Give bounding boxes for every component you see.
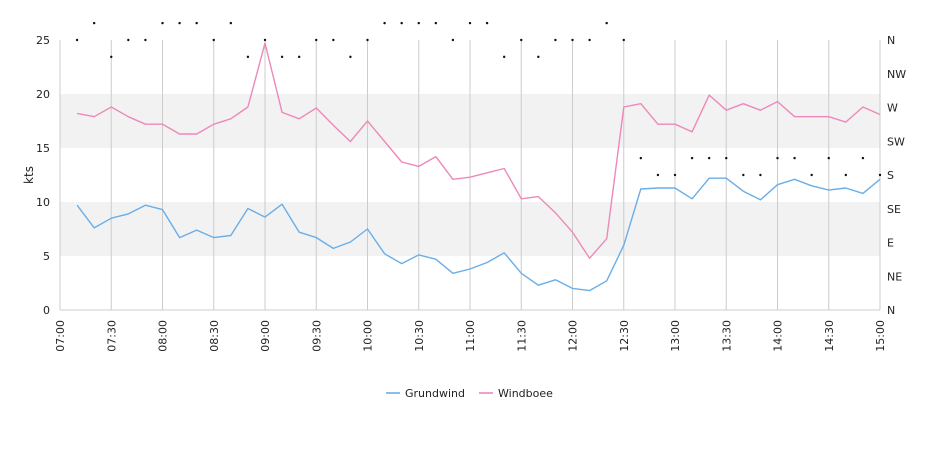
direction-point xyxy=(178,21,181,25)
direction-tick-label: SE xyxy=(887,203,901,216)
direction-point xyxy=(263,38,267,42)
series-lines xyxy=(76,42,881,292)
direction-point xyxy=(332,38,335,42)
x-axis-ticks: 07:00 07:30 08:00 08:30 09:00 09:30 10:00 10:30… xyxy=(54,320,887,352)
y-axis-ticks: 0 5 10 15 20 25 xyxy=(36,34,50,317)
x-tick-label: 08:30 xyxy=(208,320,221,352)
direction-point xyxy=(229,21,233,25)
direction-point xyxy=(844,173,848,177)
x-tick-label: 13:00 xyxy=(669,320,682,352)
series-line-windboee xyxy=(76,42,881,259)
x-tick-label: 11:00 xyxy=(464,320,477,352)
y-tick-label: 10 xyxy=(36,196,50,209)
direction-point xyxy=(502,55,506,59)
direction-point xyxy=(690,156,694,160)
direction-tick-label: E xyxy=(887,237,894,250)
direction-point xyxy=(861,156,865,160)
direction-point xyxy=(537,55,540,59)
direction-point xyxy=(656,173,660,177)
y-tick-label: 20 xyxy=(36,88,50,101)
direction-point xyxy=(622,38,625,42)
direction-point xyxy=(810,173,813,177)
direction-tick-label: W xyxy=(887,102,898,115)
direction-point xyxy=(639,156,643,160)
x-tick-label: 14:00 xyxy=(772,320,785,352)
direction-point xyxy=(554,38,557,42)
direction-point xyxy=(280,55,284,59)
direction-axis-ticks: N NE E SE S SW W NW N xyxy=(887,34,906,317)
y-tick-label: 5 xyxy=(43,250,50,263)
x-tick-label: 09:00 xyxy=(259,320,272,352)
y-axis-title: kts xyxy=(22,166,36,184)
direction-point xyxy=(400,21,403,25)
x-tick-label: 12:30 xyxy=(618,320,631,352)
direction-point xyxy=(776,156,779,160)
direction-point xyxy=(127,38,130,42)
direction-point xyxy=(673,173,677,177)
direction-tick-label: NW xyxy=(887,68,906,81)
y-tick-label: 15 xyxy=(36,142,50,155)
direction-point xyxy=(485,21,489,25)
legend-label: Windboee xyxy=(498,387,553,400)
x-tick-label: 13:30 xyxy=(720,320,733,352)
direction-tick-label: N xyxy=(887,304,895,317)
direction-point xyxy=(212,38,215,42)
direction-point xyxy=(588,38,591,42)
direction-tick-label: N xyxy=(887,34,895,47)
x-tick-label: 14:30 xyxy=(823,320,836,352)
direction-point xyxy=(451,38,455,42)
y-tick-label: 25 xyxy=(36,34,50,47)
x-tick-label: 10:30 xyxy=(413,320,426,352)
legend: Grundwind Windboee xyxy=(386,387,553,400)
direction-point xyxy=(742,173,745,177)
direction-point xyxy=(605,21,608,25)
direction-tick-label: S xyxy=(887,169,894,182)
direction-point xyxy=(92,21,96,25)
legend-label: Grundwind xyxy=(405,387,465,400)
x-tick-label: 07:00 xyxy=(54,320,67,352)
x-tick-label: 08:00 xyxy=(157,320,170,352)
direction-point xyxy=(793,156,796,160)
direction-tick-label: SW xyxy=(887,135,905,148)
x-tick-label: 07:30 xyxy=(105,320,118,352)
direction-point xyxy=(417,21,420,25)
series-line-grundwind xyxy=(76,177,881,292)
x-tick-label: 15:00 xyxy=(874,320,887,352)
direction-point xyxy=(297,55,301,59)
direction-point xyxy=(520,38,523,42)
x-tick-label: 12:00 xyxy=(567,320,580,352)
direction-point xyxy=(434,21,438,25)
x-tick-label: 10:00 xyxy=(362,320,375,352)
x-tick-label: 09:30 xyxy=(310,320,323,352)
y-tick-label: 0 xyxy=(43,304,50,317)
direction-point xyxy=(725,156,728,160)
direction-tick-label: NE xyxy=(887,270,902,283)
direction-point xyxy=(878,173,882,177)
direction-point xyxy=(571,38,574,42)
direction-dots xyxy=(75,21,882,177)
direction-point xyxy=(144,38,147,42)
direction-point xyxy=(246,55,250,59)
direction-point xyxy=(468,21,472,25)
direction-point xyxy=(366,38,369,42)
direction-point xyxy=(759,173,762,177)
direction-point xyxy=(195,21,198,25)
direction-point xyxy=(827,156,830,160)
x-tick-label: 11:30 xyxy=(515,320,528,352)
direction-point xyxy=(349,55,352,59)
direction-point xyxy=(707,156,711,160)
direction-point xyxy=(110,55,113,59)
direction-point xyxy=(161,21,164,25)
direction-point xyxy=(315,38,318,42)
direction-point xyxy=(383,21,386,25)
direction-point xyxy=(75,38,79,42)
